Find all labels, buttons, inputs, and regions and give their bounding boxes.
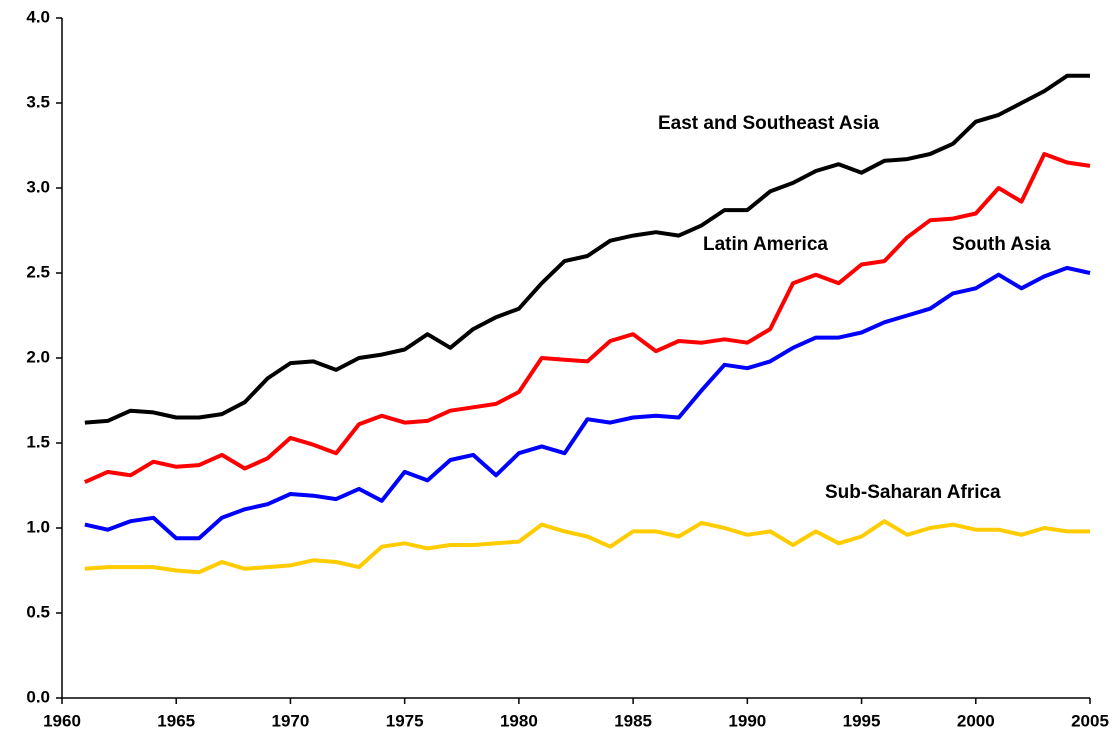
y-tick-label: 3.5 (26, 92, 50, 111)
x-tick-label: 1995 (843, 711, 881, 730)
y-tick-label: 0.5 (26, 602, 50, 621)
series-line (84, 152, 1091, 484)
y-tick-label: 4.0 (26, 7, 50, 26)
x-tick-label: 2005 (1071, 711, 1109, 730)
series-line (84, 519, 1090, 575)
y-tick-label: 3.0 (26, 177, 50, 196)
series-label: Latin America (703, 234, 828, 255)
series-label: South Asia (952, 234, 1051, 255)
y-tick-label: 1.0 (26, 517, 50, 536)
y-tick-label: 0.0 (26, 687, 50, 706)
x-tick-label: 1975 (386, 711, 424, 730)
y-tick-label: 2.5 (26, 262, 50, 281)
series-line (84, 73, 1090, 425)
series-label: East and Southeast Asia (658, 113, 879, 134)
x-tick-label: 1985 (614, 711, 652, 730)
x-tick-label: 2000 (957, 711, 995, 730)
x-tick-label: 1980 (500, 711, 538, 730)
x-tick-label: 1970 (272, 711, 310, 730)
y-tick-label: 1.5 (26, 432, 50, 451)
x-tick-label: 1960 (43, 711, 81, 730)
y-tick-label: 2.0 (26, 347, 50, 366)
series-line (84, 265, 1091, 541)
series-label: Sub-Saharan Africa (825, 482, 1001, 503)
x-tick-label: 1965 (157, 711, 195, 730)
x-tick-label: 1990 (728, 711, 766, 730)
